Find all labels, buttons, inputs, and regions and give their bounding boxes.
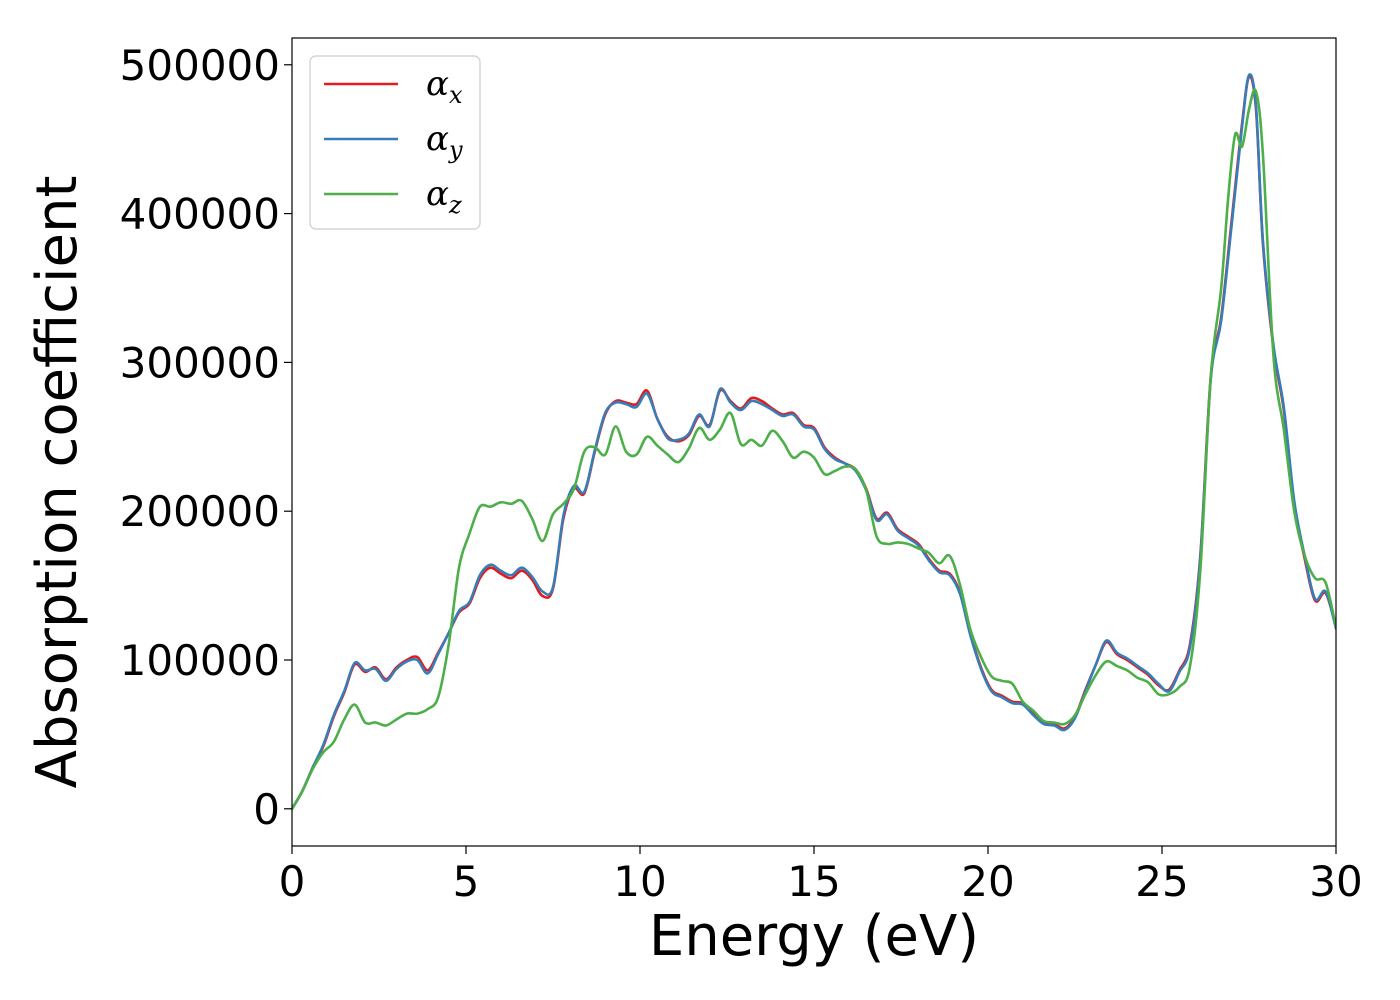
y-tick-label: 300000 — [120, 338, 280, 387]
series-line-y — [292, 73, 1336, 811]
legend-label-x: αx — [426, 64, 463, 109]
legend-box — [309, 55, 481, 230]
x-tick-label: 0 — [279, 857, 306, 906]
x-tick-label: 10 — [613, 857, 666, 906]
x-tick-label: 5 — [453, 857, 480, 906]
y-axis-title: Absorption coefficient — [25, 176, 90, 789]
y-tick-label: 200000 — [120, 487, 280, 536]
x-tick-label: 30 — [1309, 857, 1362, 906]
x-tick-label: 15 — [787, 857, 840, 906]
legend-label-z: αz — [426, 174, 462, 219]
x-axis: 0 5 10 15 20 25 30 — [279, 846, 1363, 906]
y-tick-label: 0 — [253, 785, 280, 834]
y-axis: 0 100000 200000 300000 400000 500000 — [120, 41, 292, 834]
legend-symbol: α — [426, 174, 449, 214]
x-axis-title: Energy (eV) — [649, 904, 979, 969]
legend-subscript: x — [449, 81, 463, 109]
y-tick-label: 100000 — [120, 636, 280, 685]
legend-symbol: α — [426, 119, 449, 159]
legend-subscript: y — [448, 136, 463, 164]
legend-label-y: αy — [426, 119, 463, 164]
legend-subscript: z — [448, 191, 462, 219]
plot-area — [292, 73, 1336, 811]
x-tick-label: 25 — [1135, 857, 1188, 906]
y-tick-label: 500000 — [120, 41, 280, 90]
y-tick-label: 400000 — [120, 190, 280, 239]
series-line-z — [292, 88, 1336, 811]
x-tick-label: 20 — [961, 857, 1014, 906]
legend-symbol: α — [426, 64, 449, 104]
